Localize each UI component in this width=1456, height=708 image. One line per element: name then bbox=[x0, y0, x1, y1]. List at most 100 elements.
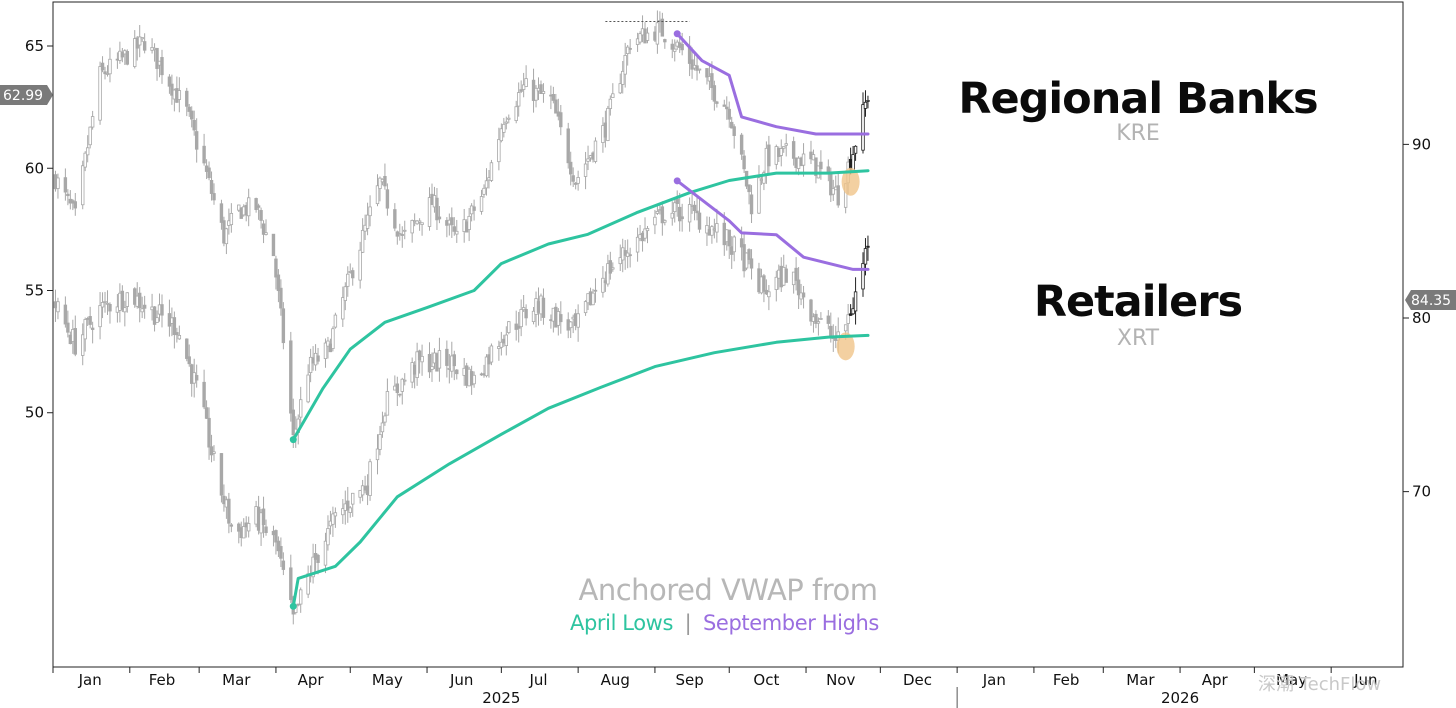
candle-xrt bbox=[83, 317, 87, 352]
candle-body bbox=[311, 556, 315, 578]
candle-kre bbox=[670, 39, 674, 59]
candle-body bbox=[316, 554, 320, 563]
candle-body bbox=[576, 177, 580, 184]
candle-xrt bbox=[346, 486, 350, 523]
candle-xrt bbox=[452, 350, 456, 381]
candle-body bbox=[383, 175, 387, 187]
candle-kre bbox=[385, 183, 390, 216]
candle-xrt bbox=[677, 192, 682, 232]
candle-body bbox=[296, 603, 300, 606]
candle-kre bbox=[705, 68, 709, 85]
candle-body bbox=[692, 204, 697, 212]
candle-kre bbox=[209, 171, 214, 201]
candle-xrt bbox=[323, 532, 328, 574]
candle-kre bbox=[801, 143, 806, 177]
candle-kre bbox=[625, 44, 630, 66]
candle-body bbox=[209, 446, 214, 456]
candle-body bbox=[264, 232, 268, 235]
candle-xrt bbox=[784, 264, 788, 283]
candle-body bbox=[521, 307, 526, 311]
candle-body bbox=[187, 356, 191, 365]
candle-body bbox=[747, 184, 751, 193]
candle-kre bbox=[393, 203, 397, 232]
candle-body bbox=[635, 236, 640, 253]
candle-body bbox=[207, 417, 211, 448]
candle-xrt bbox=[687, 197, 692, 232]
candle-kre bbox=[861, 92, 865, 154]
candle-body bbox=[606, 263, 610, 285]
candle-body bbox=[643, 228, 647, 239]
candle-body bbox=[98, 66, 102, 121]
candle-body bbox=[326, 340, 330, 347]
candle-body bbox=[194, 375, 199, 381]
candle-xrt bbox=[445, 340, 449, 378]
candle-body bbox=[56, 301, 60, 313]
candle-kre bbox=[299, 386, 303, 428]
candle-kre bbox=[450, 207, 454, 238]
candle-kre bbox=[539, 80, 543, 94]
candle-body bbox=[628, 254, 632, 257]
candle-xrt bbox=[507, 321, 511, 335]
candle-body bbox=[606, 107, 610, 141]
candle-body bbox=[383, 415, 387, 423]
candle-body bbox=[784, 268, 788, 283]
candle-kre bbox=[606, 105, 610, 142]
candle-kre bbox=[427, 187, 432, 231]
candle-xrt bbox=[816, 317, 821, 336]
candle-xrt bbox=[427, 342, 432, 379]
candle-xrt bbox=[732, 235, 736, 262]
candle-body bbox=[499, 341, 504, 348]
candle-xrt bbox=[177, 325, 182, 340]
candle-body bbox=[848, 313, 853, 316]
candle-kre bbox=[853, 145, 858, 161]
candle-xrt bbox=[209, 434, 214, 463]
candle-body bbox=[237, 204, 241, 211]
candle-body bbox=[430, 366, 434, 370]
x-axis-month-label: Aug bbox=[601, 671, 630, 689]
candle-body bbox=[415, 351, 419, 378]
candle-body bbox=[427, 353, 432, 373]
candle-kre bbox=[133, 30, 137, 69]
candle-kre bbox=[593, 137, 598, 164]
candle-kre bbox=[757, 165, 761, 214]
candle-kre bbox=[187, 103, 191, 117]
candle-body bbox=[73, 201, 77, 209]
candle-body bbox=[360, 229, 365, 253]
candle-kre bbox=[224, 227, 229, 255]
candle-body bbox=[583, 163, 588, 177]
candle-xrt bbox=[242, 518, 246, 539]
candle-body bbox=[732, 236, 736, 253]
last-price-kre: 62.99 bbox=[3, 88, 43, 104]
candle-xrt bbox=[155, 310, 159, 323]
candle-kre bbox=[576, 170, 580, 191]
candle-body bbox=[673, 202, 677, 213]
candle-xrt bbox=[774, 270, 779, 302]
candle-body bbox=[289, 340, 293, 414]
candle-kre bbox=[120, 47, 125, 63]
candle-body bbox=[190, 110, 194, 120]
candle-kre bbox=[695, 55, 699, 81]
candle-body bbox=[351, 270, 355, 279]
candle-kre bbox=[259, 207, 263, 229]
candle-body bbox=[467, 215, 471, 230]
candle-body bbox=[866, 245, 870, 248]
candle-body bbox=[66, 193, 70, 197]
candle-kre bbox=[417, 218, 422, 231]
candle-kre bbox=[398, 223, 402, 241]
candle-kre bbox=[358, 241, 362, 289]
candle-body bbox=[484, 356, 489, 377]
candle-kre bbox=[420, 222, 424, 236]
candle-body bbox=[863, 248, 868, 265]
right-axis-tick-label: 80 bbox=[1412, 309, 1431, 327]
candle-body bbox=[187, 106, 191, 112]
candle-body bbox=[695, 210, 699, 214]
candle-xrt bbox=[611, 262, 615, 272]
candle-body bbox=[264, 526, 268, 533]
candle-body bbox=[175, 332, 179, 336]
candle-kre bbox=[712, 80, 717, 111]
candle-xrt bbox=[767, 285, 771, 311]
candle-body bbox=[573, 182, 578, 185]
candle-body bbox=[516, 92, 521, 107]
candle-body bbox=[586, 158, 590, 162]
candle-xrt bbox=[108, 302, 112, 324]
